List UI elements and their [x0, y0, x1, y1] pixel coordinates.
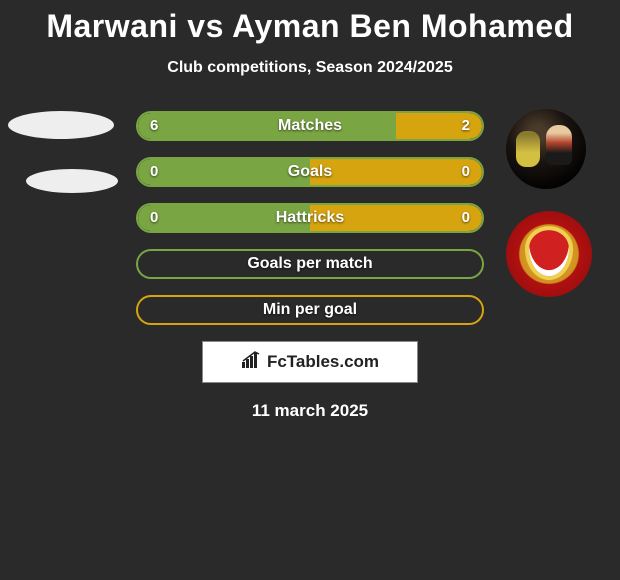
right-player-avatars: [506, 109, 592, 297]
stat-bars: 62Matches 00Goals 00Hattricks Goals per mat…: [136, 111, 484, 325]
stat-bar-label: Matches: [138, 113, 482, 139]
player1-avatar-placeholder: [8, 111, 114, 139]
stat-bar-row: 62Matches: [136, 111, 484, 141]
page-subtitle: Club competitions, Season 2024/2025: [0, 59, 620, 77]
comparison-panel: 62Matches 00Goals 00Hattricks Goals per mat…: [0, 111, 620, 325]
stat-bar-row: 00Hattricks: [136, 203, 484, 233]
left-player-avatars: [8, 111, 118, 193]
page-title: Marwani vs Ayman Ben Mohamed: [0, 0, 620, 45]
player1-club-placeholder: [26, 169, 118, 193]
brand-attribution[interactable]: FcTables.com: [202, 341, 418, 383]
stat-bar-label: Goals: [138, 159, 482, 185]
stat-bar-label: Goals per match: [138, 251, 482, 277]
stat-bar-label: Min per goal: [138, 297, 482, 323]
player2-photo: [506, 109, 586, 189]
player2-club-crest: [506, 211, 592, 297]
stat-bar-row: 00Goals: [136, 157, 484, 187]
date-label: 11 march 2025: [0, 401, 620, 421]
stat-bar-row: Min per goal: [136, 295, 484, 325]
brand-text: FcTables.com: [267, 352, 379, 372]
stat-bar-row: Goals per match: [136, 249, 484, 279]
brand-chart-icon: [241, 351, 263, 374]
stat-bar-label: Hattricks: [138, 205, 482, 231]
